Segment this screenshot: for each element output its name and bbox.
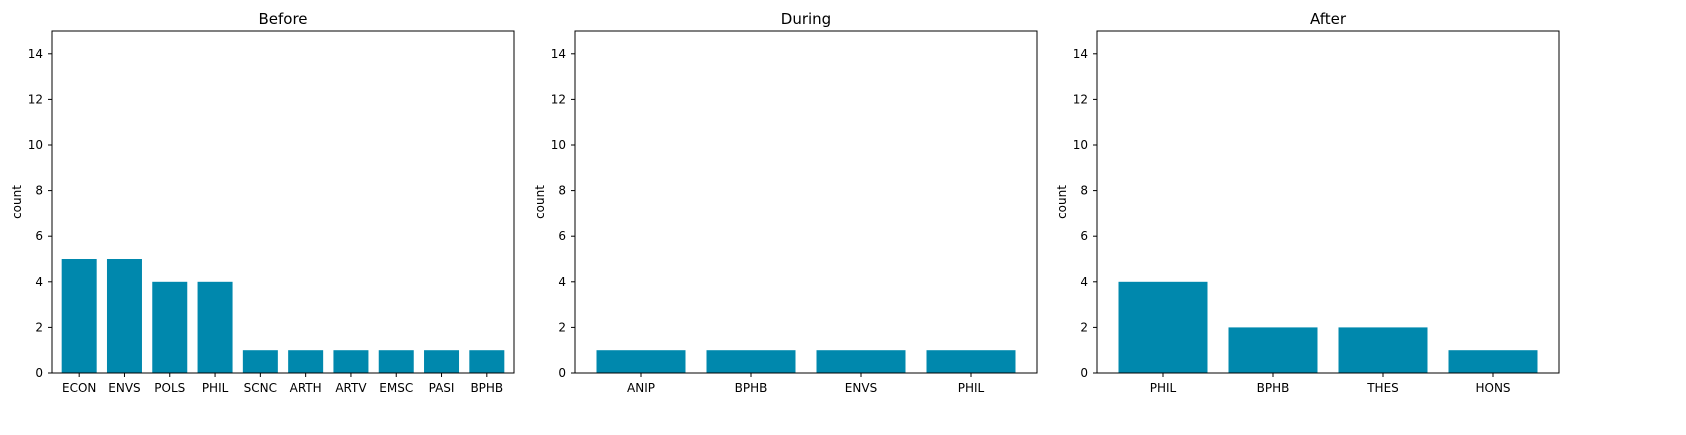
y-axis-label: count <box>533 185 547 219</box>
x-tick-label: POLS <box>154 381 185 395</box>
x-tick-label: PASI <box>429 381 455 395</box>
x-tick-label: BPHB <box>735 381 768 395</box>
ticks-group: ANIP BPHB ENVS PHIL 0 2 4 6 8 10 12 14 <box>551 47 985 395</box>
x-tick-label: SCNC <box>244 381 277 395</box>
bar-bphb <box>469 350 505 373</box>
bar-phil <box>926 350 1016 373</box>
x-tick-label: PHIL <box>958 381 985 395</box>
ticks-group: PHIL BPHB THES HONS 0 2 4 6 8 10 12 14 <box>1073 47 1511 395</box>
bar-thes <box>1338 327 1428 373</box>
y-tick-label: 10 <box>551 138 566 152</box>
bar-bphb <box>706 350 796 373</box>
x-tick-label: ARTV <box>335 381 367 395</box>
chart-title: After <box>1310 10 1347 28</box>
bar-emsc <box>378 350 414 373</box>
y-tick-label: 10 <box>28 138 43 152</box>
y-tick-label: 12 <box>28 92 43 106</box>
y-tick-label: 4 <box>1080 275 1088 289</box>
bar-phil <box>1118 281 1208 373</box>
y-tick-label: 14 <box>28 47 43 61</box>
x-tick-label: BPHB <box>470 381 503 395</box>
bar-scnc <box>242 350 278 373</box>
plot-frame <box>51 30 515 374</box>
x-tick-label: PHIL <box>202 381 229 395</box>
x-tick-label: ECON <box>62 381 96 395</box>
y-tick-label: 6 <box>1080 229 1088 243</box>
bars-group <box>61 259 505 373</box>
bar-envs <box>106 259 142 373</box>
y-axis-label: count <box>10 185 24 219</box>
x-tick-label: EMSC <box>379 381 413 395</box>
x-tick-label: PHIL <box>1150 381 1177 395</box>
x-tick-label: ENVS <box>845 381 877 395</box>
chart-panel-during: During count ANIP BPHB ENVS PHIL 0 2 4 6 8 10 12 14 <box>533 10 1038 395</box>
bar-arth <box>288 350 324 373</box>
bar-econ <box>61 259 97 373</box>
y-tick-label: 4 <box>35 275 43 289</box>
y-tick-label: 14 <box>1073 47 1088 61</box>
y-tick-label: 0 <box>558 366 566 380</box>
x-tick-label: BPHB <box>1257 381 1290 395</box>
x-tick-label: ARTH <box>290 381 322 395</box>
y-tick-label: 12 <box>1073 92 1088 106</box>
bar-artv <box>333 350 369 373</box>
x-tick-label: ANIP <box>627 381 655 395</box>
plot-frame <box>1096 30 1560 374</box>
y-tick-label: 10 <box>1073 138 1088 152</box>
y-tick-label: 2 <box>558 320 566 334</box>
bar-anip <box>596 350 686 373</box>
y-tick-label: 12 <box>551 92 566 106</box>
y-tick-label: 0 <box>35 366 43 380</box>
bar-pols <box>152 281 188 373</box>
ticks-group: ECON ENVS POLS PHIL SCNC ARTH ARTV EMSC PASI BPHB… <box>28 47 503 395</box>
x-tick-label: HONS <box>1475 381 1510 395</box>
y-tick-label: 14 <box>551 47 566 61</box>
bar-hons <box>1448 350 1538 373</box>
y-tick-label: 8 <box>35 184 43 198</box>
chart-panel-before: Before count ECON ENVS POLS PHIL SCNC ARTH ART… <box>10 10 515 395</box>
bar-phil <box>197 281 233 373</box>
y-tick-label: 8 <box>558 184 566 198</box>
y-axis-label: count <box>1055 185 1069 219</box>
y-tick-label: 2 <box>35 320 43 334</box>
y-tick-label: 2 <box>1080 320 1088 334</box>
y-tick-label: 8 <box>1080 184 1088 198</box>
bar-bphb <box>1228 327 1318 373</box>
x-tick-label: THES <box>1366 381 1399 395</box>
y-tick-label: 4 <box>558 275 566 289</box>
y-tick-label: 6 <box>35 229 43 243</box>
bars-group <box>596 350 1016 373</box>
chart-panel-after: After count PHIL BPHB THES HONS 0 2 4 6 8 10 12 14 <box>1055 10 1560 395</box>
bar-pasi <box>424 350 460 373</box>
y-tick-label: 0 <box>1080 366 1088 380</box>
y-tick-label: 6 <box>558 229 566 243</box>
x-tick-label: ENVS <box>108 381 140 395</box>
bar-envs <box>816 350 906 373</box>
chart-title: Before <box>258 10 307 28</box>
chart-title: During <box>781 10 831 28</box>
plot-frame <box>574 30 1038 374</box>
bars-group <box>1118 281 1538 373</box>
